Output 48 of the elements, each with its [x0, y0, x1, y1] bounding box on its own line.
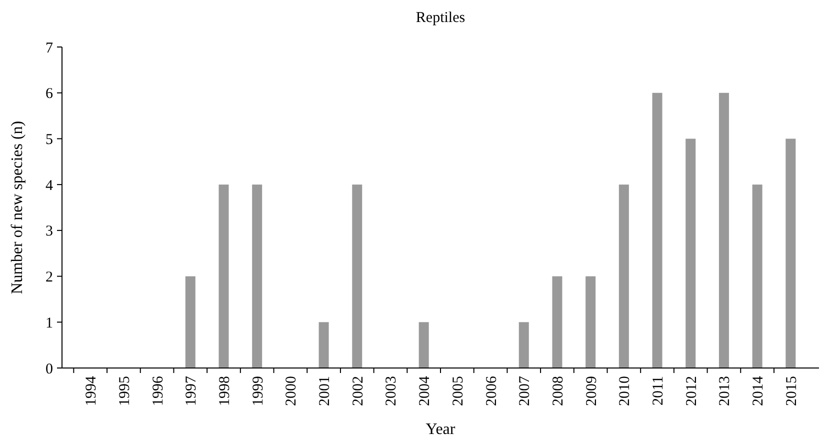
bar — [786, 138, 796, 368]
y-tick-label: 4 — [46, 178, 54, 194]
x-tick-label: 2008 — [550, 376, 566, 406]
x-tick-label: 2004 — [417, 376, 434, 406]
x-tick-label: 2011 — [650, 376, 667, 406]
x-tick-label: 2006 — [484, 376, 500, 406]
y-tick-label: 7 — [46, 40, 54, 56]
bar — [418, 322, 429, 368]
x-tick-label: 2009 — [584, 376, 600, 406]
bar — [218, 184, 229, 368]
x-tick-label: 1995 — [116, 376, 133, 406]
bar — [552, 276, 562, 368]
x-tick-label: 1996 — [150, 376, 166, 406]
x-tick-label: 2007 — [517, 376, 534, 406]
x-tick-label: 1998 — [216, 376, 233, 406]
y-tick-label: 0 — [46, 361, 53, 378]
x-axis-title: Year — [426, 421, 456, 438]
x-tick-label: 1994 — [84, 376, 100, 406]
y-tick-label: 2 — [46, 270, 53, 286]
y-axis-title: Number of new species (n) — [9, 120, 26, 294]
bar — [686, 138, 696, 368]
x-tick-label: 2000 — [284, 376, 300, 406]
bar — [718, 92, 729, 368]
bar — [618, 184, 629, 368]
bar — [518, 322, 529, 368]
chart-title: Reptiles — [416, 10, 466, 26]
x-tick-label: 2003 — [384, 376, 400, 406]
y-tick-label: 3 — [46, 224, 53, 240]
x-tick-label: 1997 — [184, 376, 200, 406]
x-tick-label: 2010 — [617, 376, 634, 406]
x-tick-label: 1999 — [250, 376, 266, 406]
x-tick-label: 2005 — [450, 376, 466, 406]
x-tick-label: 2013 — [717, 376, 734, 406]
x-tick-label: 2001 — [317, 376, 334, 406]
y-tick-label: 1 — [46, 315, 53, 332]
y-tick-label: 5 — [46, 132, 53, 148]
bar — [185, 276, 196, 368]
x-tick-label: 2015 — [784, 376, 800, 406]
x-tick-label: 2002 — [350, 376, 366, 406]
x-tick-label: 2012 — [684, 376, 700, 406]
bar — [652, 92, 662, 368]
bar — [352, 184, 362, 368]
bar — [752, 184, 762, 368]
bar — [252, 184, 262, 368]
y-tick-label: 6 — [46, 86, 54, 102]
x-tick-label: 2014 — [750, 376, 767, 406]
bar — [586, 276, 596, 368]
bar — [318, 322, 329, 368]
